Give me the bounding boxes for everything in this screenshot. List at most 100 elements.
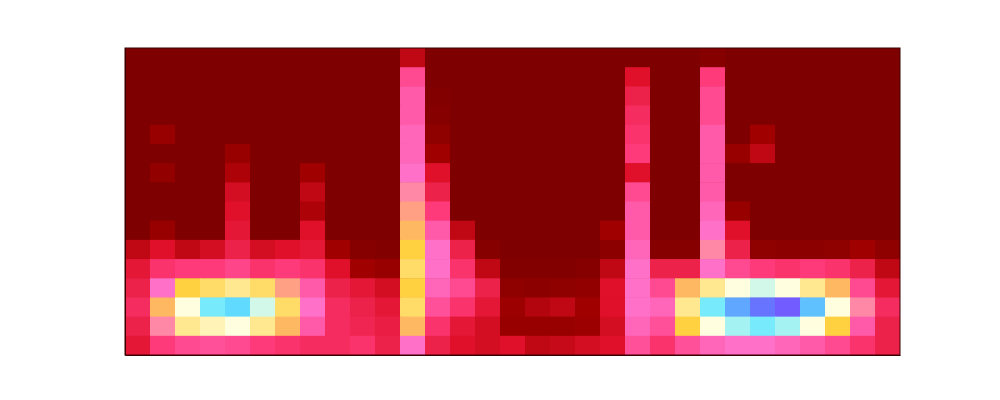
- heatmap-cell: [825, 202, 851, 222]
- plot-frame: [125, 48, 900, 355]
- heatmap-cell: [850, 259, 876, 279]
- heatmap-cell: [875, 163, 900, 183]
- heatmap-cell: [175, 125, 201, 145]
- heatmap-cell: [225, 317, 251, 337]
- heatmap-cell: [725, 202, 751, 222]
- heatmap-cell: [800, 48, 826, 68]
- heatmap-cell: [850, 317, 876, 337]
- heatmap-cell: [575, 240, 601, 260]
- heatmap-cell: [325, 67, 351, 87]
- heatmap-cell: [325, 240, 351, 260]
- heatmap-cell: [475, 163, 501, 183]
- heatmap-cell: [200, 106, 226, 126]
- heatmap-cell: [225, 259, 251, 279]
- heatmap-cell: [525, 48, 551, 68]
- heatmap-cell: [350, 317, 376, 337]
- heatmap-cell: [800, 182, 826, 202]
- heatmap-cell: [725, 240, 751, 260]
- heatmap-cell: [650, 336, 676, 355]
- heatmap-cell: [125, 297, 151, 317]
- heatmap-cell: [225, 240, 251, 260]
- heatmap-cell: [275, 317, 301, 337]
- heatmap-cell: [275, 67, 301, 87]
- heatmap-cell: [250, 86, 276, 106]
- heatmap-cell: [375, 163, 401, 183]
- heatmap-cell: [125, 125, 151, 145]
- heatmap-cell: [825, 317, 851, 337]
- heatmap-cell: [425, 67, 451, 87]
- heatmap-cell: [275, 163, 301, 183]
- heatmap-cell: [625, 48, 651, 68]
- heatmap-cell: [550, 221, 576, 241]
- heatmap-cell: [425, 86, 451, 106]
- heatmap-cell: [400, 336, 426, 355]
- heatmap-cell: [675, 240, 701, 260]
- heatmap-cell: [250, 144, 276, 164]
- heatmap-cell: [250, 317, 276, 337]
- heatmap-cell: [425, 317, 451, 337]
- heatmap-cell: [250, 221, 276, 241]
- heatmap-cell: [550, 48, 576, 68]
- heatmap-cell: [875, 297, 900, 317]
- heatmap-cell: [375, 67, 401, 87]
- heatmap-cell: [575, 125, 601, 145]
- heatmap-cell: [425, 125, 451, 145]
- heatmap-cell: [750, 86, 776, 106]
- heatmap-cell: [375, 144, 401, 164]
- heatmap-cell: [850, 67, 876, 87]
- heatmap-cell: [525, 240, 551, 260]
- heatmap-cell: [300, 67, 326, 87]
- heatmap-cell: [825, 86, 851, 106]
- heatmap-cell: [225, 125, 251, 145]
- heatmap-cell: [400, 202, 426, 222]
- heatmap-cell: [700, 259, 726, 279]
- heatmap-cell: [825, 259, 851, 279]
- heatmap-cell: [600, 240, 626, 260]
- heatmap-cell: [350, 67, 376, 87]
- heatmap-cell: [575, 86, 601, 106]
- heatmap-cell: [700, 297, 726, 317]
- heatmap-cell: [875, 259, 900, 279]
- heatmap-cell: [725, 48, 751, 68]
- heatmap-cell: [800, 278, 826, 298]
- heatmap-cell: [150, 144, 176, 164]
- heatmap-cell: [475, 202, 501, 222]
- heatmap-cell: [300, 221, 326, 241]
- heatmap-cell: [400, 317, 426, 337]
- heatmap-cell: [575, 297, 601, 317]
- heatmap-cell: [800, 106, 826, 126]
- heatmap-cell: [700, 221, 726, 241]
- heatmap-cell: [250, 240, 276, 260]
- heatmap-cell: [875, 240, 900, 260]
- heatmap-cell: [525, 125, 551, 145]
- heatmap-cell: [875, 125, 900, 145]
- heatmap-cell: [525, 67, 551, 87]
- heatmap-cell: [375, 240, 401, 260]
- heatmap-cell: [750, 163, 776, 183]
- heatmap-cell: [225, 163, 251, 183]
- heatmap-cell: [500, 86, 526, 106]
- heatmap-cell: [650, 48, 676, 68]
- heatmap-cell: [725, 317, 751, 337]
- heatmap-cell: [875, 317, 900, 337]
- heatmap-cell: [325, 336, 351, 355]
- heatmap-cell: [850, 125, 876, 145]
- heatmap-cell: [125, 278, 151, 298]
- heatmap-cell: [675, 125, 701, 145]
- heatmap-cell: [325, 278, 351, 298]
- heatmap-cell: [125, 48, 151, 68]
- heatmap-cell: [350, 163, 376, 183]
- heatmap-cell: [650, 240, 676, 260]
- heatmap-cell: [725, 86, 751, 106]
- heatmap-cell: [400, 240, 426, 260]
- heatmap-cell: [125, 240, 151, 260]
- heatmap-cell: [625, 67, 651, 87]
- heatmap-cell: [200, 336, 226, 355]
- heatmap-cell: [650, 202, 676, 222]
- heatmap-cell: [600, 86, 626, 106]
- heatmap-cell: [525, 297, 551, 317]
- heatmap-cell: [175, 297, 201, 317]
- heatmap-cell: [500, 125, 526, 145]
- heatmap-cell: [550, 106, 576, 126]
- heatmap-cell: [375, 317, 401, 337]
